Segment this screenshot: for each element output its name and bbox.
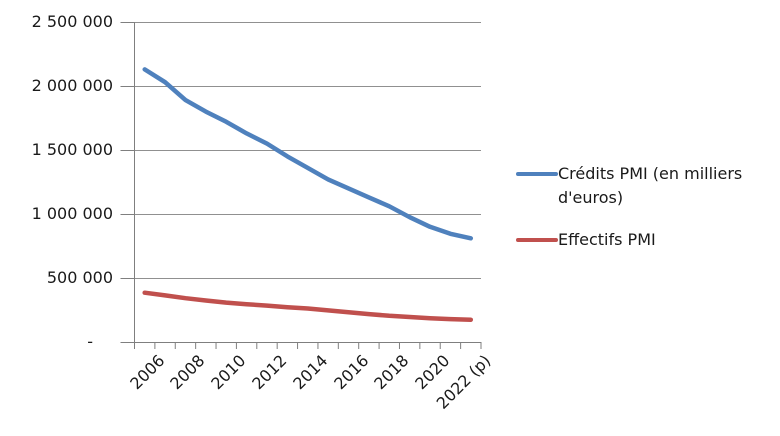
y-axis-label: 1 000 000 — [31, 204, 113, 223]
legend-label-credits: Crédits PMI (en milliers d'euros) — [558, 164, 743, 207]
y-axis-label: 2 500 000 — [31, 12, 113, 31]
legend-item-effectifs: Effectifs PMI — [516, 228, 768, 252]
y-axis-label: 2 000 000 — [31, 76, 113, 95]
y-axis-label-zero: - — [87, 332, 93, 351]
y-axis-label: 500 000 — [46, 268, 113, 287]
legend-item-credits: Crédits PMI (en milliers d'euros) — [516, 162, 768, 210]
legend: Crédits PMI (en milliers d'euros) Effect… — [516, 162, 768, 252]
legend-swatch-credits-line — [516, 172, 558, 176]
series-line-1 — [142, 290, 474, 322]
y-axis-label: 1 500 000 — [31, 140, 113, 159]
legend-label-effectifs: Effectifs PMI — [558, 230, 656, 249]
legend-swatch-effectifs-line — [516, 238, 558, 242]
series-line-0 — [142, 67, 474, 241]
